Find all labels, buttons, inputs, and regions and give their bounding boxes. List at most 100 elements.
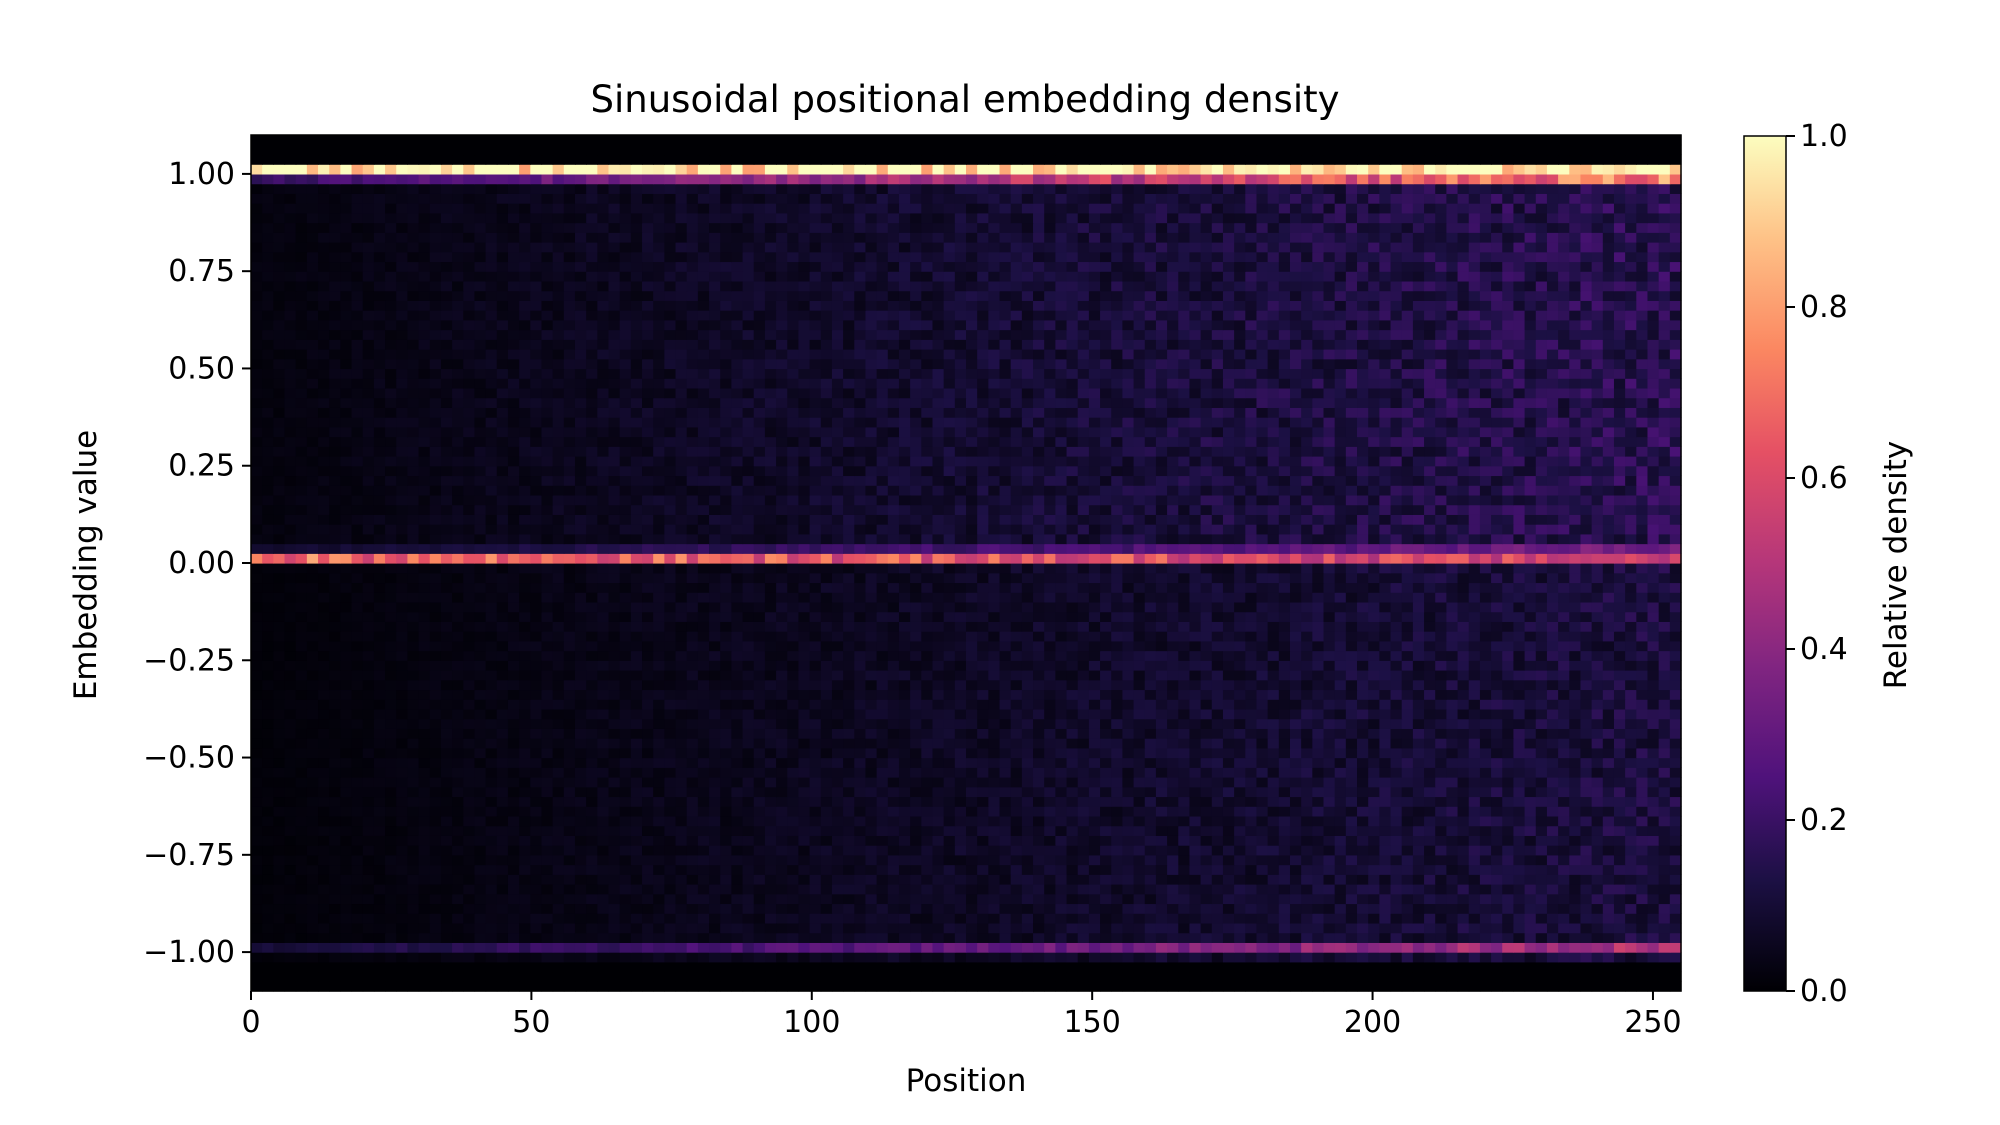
heatmap-cell [1133, 767, 1146, 778]
heatmap-cell [541, 971, 554, 982]
heatmap-cell [1569, 718, 1582, 729]
heatmap-cell [954, 971, 967, 982]
heatmap-cell [1256, 708, 1269, 720]
heatmap-cell [318, 796, 330, 807]
heatmap-cell [653, 922, 665, 934]
heatmap-cell [966, 961, 978, 973]
heatmap-cell [452, 942, 464, 953]
heatmap-cell [820, 932, 833, 943]
heatmap-cell [318, 786, 330, 798]
heatmap-cell [1312, 952, 1325, 963]
heatmap-cell [1178, 806, 1191, 817]
heatmap-cell [574, 815, 587, 827]
heatmap-cell [1468, 932, 1481, 943]
heatmap-cell [1200, 670, 1213, 681]
heatmap-cell [1111, 942, 1123, 953]
heatmap-cell [753, 718, 766, 729]
heatmap-cell [619, 815, 632, 827]
heatmap-cell [530, 961, 543, 973]
heatmap-cell [1167, 679, 1179, 691]
heatmap-cell [954, 806, 967, 817]
heatmap-cell [1435, 884, 1447, 895]
heatmap-cell [954, 835, 967, 846]
heatmap-cell [1446, 961, 1459, 973]
heatmap-cell [1390, 660, 1403, 671]
heatmap-cell [1312, 893, 1325, 905]
heatmap-cell [362, 815, 375, 827]
heatmap-cell [1066, 845, 1079, 856]
heatmap-cell [251, 884, 263, 895]
heatmap-cell [1100, 718, 1112, 729]
heatmap-cell [854, 961, 867, 973]
heatmap-cell [407, 874, 420, 885]
heatmap-cell [295, 777, 308, 788]
heatmap-cell [262, 952, 274, 963]
heatmap-cell [1479, 922, 1492, 934]
heatmap-cell [407, 952, 420, 963]
heatmap-cell [563, 981, 576, 992]
heatmap-cell [1010, 932, 1023, 943]
heatmap-cell [340, 903, 353, 914]
heatmap-cell [586, 971, 598, 982]
heatmap-cell [977, 825, 989, 836]
heatmap-cell [1379, 611, 1392, 622]
heatmap-cell [1256, 835, 1269, 846]
heatmap-cell [396, 952, 408, 963]
heatmap-cell [1066, 718, 1079, 729]
heatmap-cell [251, 903, 263, 914]
heatmap-cell [1390, 845, 1403, 856]
heatmap-cell [1256, 913, 1269, 924]
heatmap-cell [943, 747, 956, 759]
heatmap-cell [966, 757, 978, 768]
heatmap-cell [1222, 718, 1235, 729]
heatmap-cell [519, 981, 531, 992]
heatmap-cell [1558, 961, 1570, 973]
heatmap-cell [943, 738, 956, 749]
heatmap-cell [988, 913, 1001, 924]
heatmap-cell [910, 952, 922, 963]
heatmap-cell [1558, 874, 1570, 885]
heatmap-cell [1613, 922, 1626, 934]
heatmap-cell [507, 922, 520, 934]
heatmap-cell [1591, 806, 1604, 817]
heatmap-cell [675, 913, 688, 924]
heatmap-cell [251, 670, 263, 681]
heatmap-cell [351, 825, 364, 836]
heatmap-cell [1256, 942, 1269, 953]
heatmap-cell [1189, 728, 1202, 739]
heatmap-cell [251, 864, 263, 875]
heatmap-cell [742, 747, 755, 759]
heatmap-cell [776, 981, 788, 992]
heatmap-cell [1033, 825, 1045, 836]
heatmap-cell [1602, 796, 1615, 807]
heatmap-cell [776, 660, 788, 671]
heatmap-cell [619, 767, 632, 778]
heatmap-cell [820, 922, 833, 934]
heatmap-cell [574, 621, 587, 632]
heatmap-cell [1178, 631, 1191, 642]
heatmap-cell [753, 767, 766, 778]
heatmap-cell [1513, 893, 1526, 905]
heatmap-cell [798, 893, 811, 905]
heatmap-cell [966, 922, 978, 934]
heatmap-cell [1066, 942, 1079, 953]
heatmap-cell [1524, 708, 1537, 720]
heatmap-cell [1379, 845, 1392, 856]
heatmap-cell [597, 884, 610, 895]
heatmap-cell [1535, 777, 1548, 788]
heatmap-cell [1569, 961, 1582, 973]
heatmap-cell [295, 952, 308, 963]
heatmap-cell [1580, 747, 1593, 759]
heatmap-cell [507, 835, 520, 846]
heatmap-cell [1088, 913, 1101, 924]
heatmap-cell [1513, 932, 1526, 943]
heatmap-cell [574, 670, 587, 681]
heatmap-cell [720, 961, 732, 973]
heatmap-cell [1256, 922, 1269, 934]
heatmap-cell [1569, 893, 1582, 905]
heatmap-cell [1334, 650, 1347, 661]
heatmap-cell [954, 796, 967, 807]
heatmap-cell [1167, 796, 1179, 807]
heatmap-cell [1021, 660, 1034, 671]
heatmap-cell [1111, 922, 1123, 934]
